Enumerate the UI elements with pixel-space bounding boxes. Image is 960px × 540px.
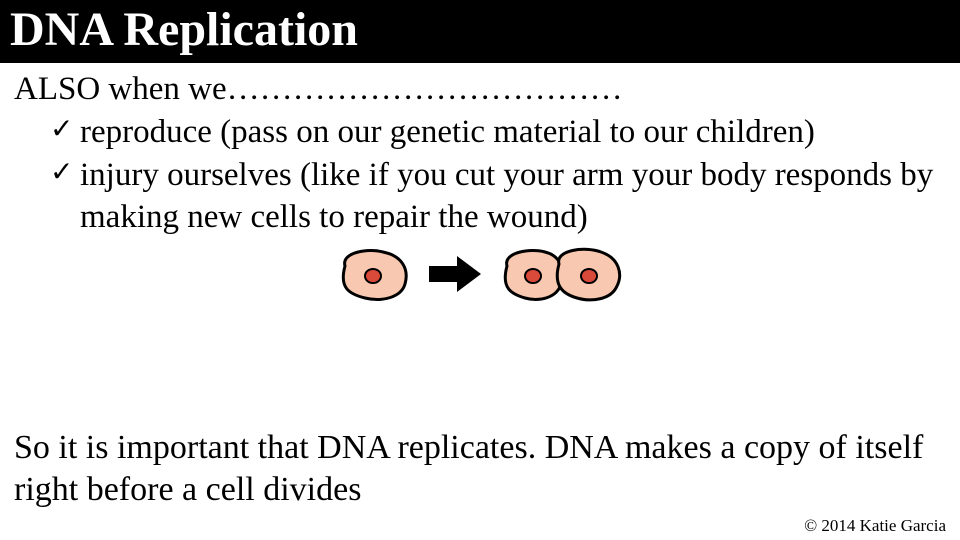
checkmark-icon: ✓ bbox=[50, 112, 73, 147]
bullet-list: ✓ reproduce (pass on our genetic materia… bbox=[14, 112, 946, 238]
page-title: DNA Replication bbox=[10, 3, 358, 56]
bullet-text: reproduce (pass on our genetic material … bbox=[80, 114, 815, 150]
intro-text: ALSO when we……………………………… bbox=[14, 69, 946, 110]
double-cell-icon bbox=[497, 244, 627, 304]
content-area: ALSO when we……………………………… ✓ reproduce (pa… bbox=[0, 63, 960, 304]
bullet-text: injury ourselves (like if you cut your a… bbox=[80, 157, 933, 234]
list-item: ✓ reproduce (pass on our genetic materia… bbox=[50, 112, 946, 153]
list-item: ✓ injury ourselves (like if you cut your… bbox=[50, 155, 946, 238]
checkmark-icon: ✓ bbox=[50, 155, 73, 190]
title-bar: DNA Replication bbox=[0, 0, 960, 63]
cell-division-diagram bbox=[14, 244, 946, 304]
arrow-right-icon bbox=[427, 254, 483, 294]
single-cell-icon bbox=[333, 244, 413, 304]
copyright-text: © 2014 Katie Garcia bbox=[804, 516, 946, 536]
closing-text: So it is important that DNA replicates. … bbox=[14, 427, 946, 510]
